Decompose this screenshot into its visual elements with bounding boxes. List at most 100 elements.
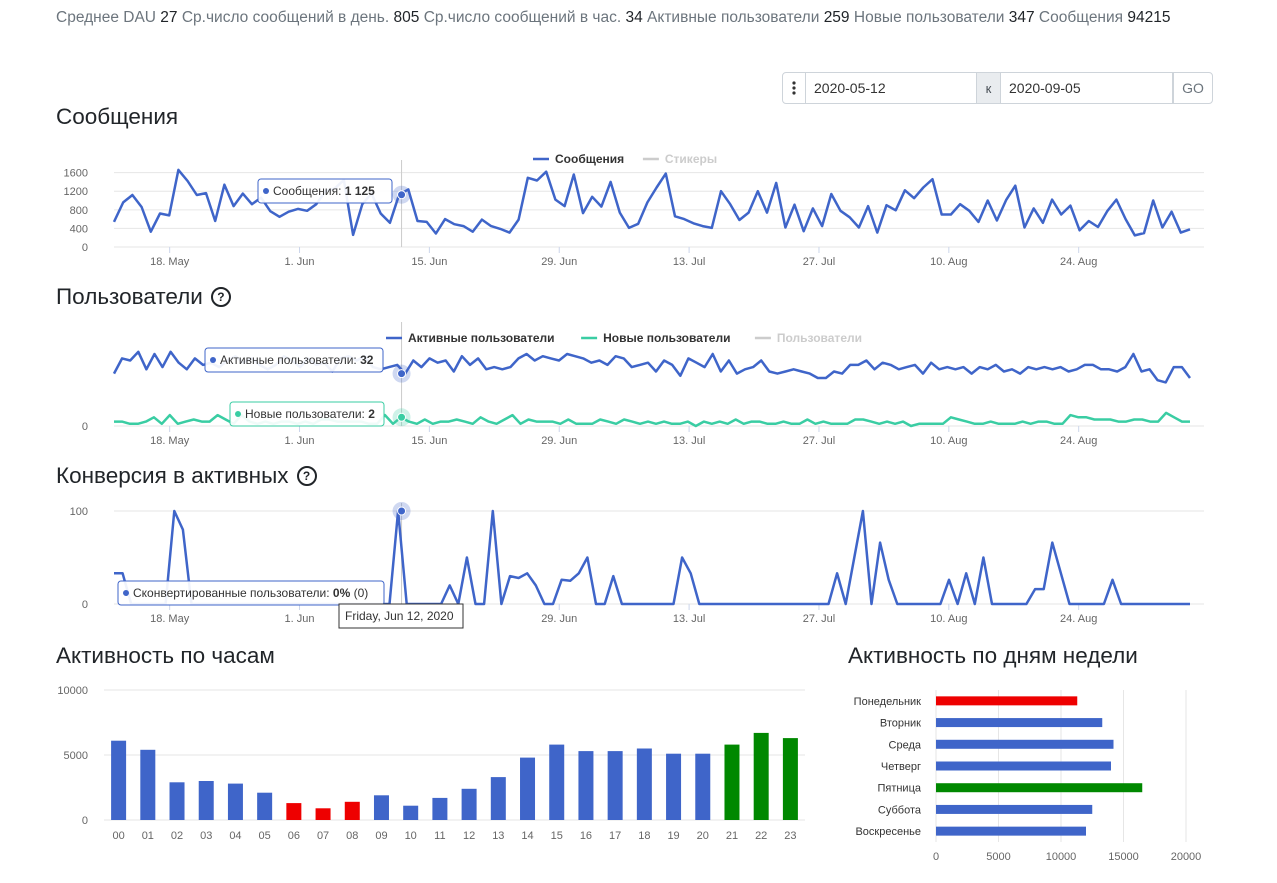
weekday-bar [936, 718, 1103, 728]
tooltip-box [229, 401, 385, 427]
x-tick-label: 14 [521, 830, 533, 842]
y-tick-label: 0 [82, 599, 88, 611]
tooltip-extra: (0) [350, 586, 368, 600]
y-tick-label: 5000 [64, 750, 88, 762]
y-tick-label: 1200 [64, 186, 88, 198]
x-tick-label: 00 [112, 830, 124, 842]
y-tick-label: Воскресенье [855, 826, 921, 838]
y-tick-label: 0 [82, 421, 88, 433]
x-tick-label: 15. Jun [411, 256, 447, 268]
legend-item: Стикеры [665, 152, 717, 166]
date-to-input[interactable]: 2020-09-05 [1001, 72, 1173, 104]
tooltip-box [117, 580, 385, 606]
x-tick-label: 18 [638, 830, 650, 842]
x-tick-label: 24. Aug [1060, 256, 1097, 268]
tooltip-text: Активные пользователи: 32 [220, 353, 374, 367]
x-tick-label: 23 [784, 830, 796, 842]
hour-bar [636, 748, 652, 820]
x-tick-label: 05 [259, 830, 271, 842]
x-tick-label: 06 [288, 830, 300, 842]
hour-bar [578, 751, 594, 820]
tooltip-value: 2 [368, 407, 375, 421]
date-from-input[interactable]: 2020-05-12 [806, 72, 977, 104]
hour-bar [227, 783, 243, 820]
y-tick-label: 1600 [64, 168, 88, 180]
x-tick-label: 1. Jun [285, 613, 315, 625]
tooltip-text: Сконвертированные пользователи: 0% (0) [133, 586, 368, 600]
x-tick-label: 13. Jul [673, 435, 705, 447]
tooltip-value: 32 [360, 353, 374, 367]
weekday-bar [936, 783, 1143, 793]
hour-bar [257, 792, 273, 820]
x-tick-label: 22 [755, 830, 767, 842]
menu-dots-button[interactable] [782, 72, 806, 104]
weekday-bar [936, 739, 1114, 749]
tooltip-value: 1 125 [345, 184, 375, 198]
x-tick-label: 27. Jul [803, 613, 835, 625]
x-tick-label: 01 [142, 830, 154, 842]
x-tick-label: 21 [726, 830, 738, 842]
tooltip-dot [235, 411, 241, 417]
weekday-bar [936, 804, 1093, 814]
weekday-bar [936, 826, 1086, 836]
hour-bar [520, 757, 536, 820]
stats-summary: Среднее DAU 27 Ср.число сообщений в день… [56, 6, 1226, 30]
weekday-bar [936, 761, 1111, 771]
conversion-title: Конверсия в активных? [56, 463, 317, 489]
hour-bar [461, 788, 477, 820]
x-tick-label: 17 [609, 830, 621, 842]
x-tick-label: 18. May [150, 256, 190, 268]
x-tick-label: 24. Aug [1060, 435, 1097, 447]
x-tick-label: 27. Jul [803, 435, 835, 447]
help-icon[interactable]: ? [296, 466, 317, 486]
x-tick-label: 07 [317, 830, 329, 842]
x-tick-label: 29. Jun [541, 613, 577, 625]
x-tick-label: 15 [551, 830, 563, 842]
hour-bar [315, 808, 331, 820]
date-tooltip-text: Friday, Jun 12, 2020 [345, 609, 454, 623]
hour-bar [111, 740, 127, 820]
y-tick-label: 10000 [57, 685, 88, 697]
tooltip-dot [123, 590, 129, 596]
hour-bar [490, 777, 506, 820]
tooltip-dot [210, 357, 216, 363]
x-tick-label: 08 [346, 830, 358, 842]
weekdays-title: Активность по дням недели [848, 643, 1138, 668]
go-button[interactable]: GO [1173, 72, 1213, 104]
y-tick-label: 400 [70, 223, 88, 235]
x-tick-label: 13. Jul [673, 256, 705, 268]
x-tick-label: 09 [375, 830, 387, 842]
x-tick-label: 10. Aug [930, 435, 967, 447]
date-tooltip-box [338, 603, 464, 629]
tooltip-text: Новые пользователи: 2 [245, 407, 375, 421]
y-tick-label: Пятница [877, 783, 921, 795]
x-tick-label: 19 [667, 830, 679, 842]
y-tick-label: Среда [889, 739, 922, 751]
y-tick-label: Понедельник [854, 696, 922, 708]
x-tick-label: 10 [405, 830, 417, 842]
hover-marker [397, 506, 407, 516]
help-icon[interactable]: ? [210, 287, 231, 307]
y-tick-label: Суббота [878, 804, 922, 816]
x-tick-label: 10. Aug [930, 613, 967, 625]
legend-item: Пользователи [777, 331, 862, 345]
x-tick-label: 13. Jul [673, 613, 705, 625]
x-tick-label: 27. Jul [803, 256, 835, 268]
hover-marker [397, 412, 407, 422]
stat-dau-value: 27 [160, 9, 178, 26]
hour-bar [286, 803, 302, 820]
x-tick-label: 1. Jun [285, 435, 315, 447]
date-range-picker: 2020-05-12 к 2020-09-05 GO [782, 72, 1213, 104]
legend-item: Сообщения [555, 152, 624, 166]
x-tick-label: 12 [463, 830, 475, 842]
x-tick-label: 11 [434, 830, 445, 842]
hour-bar [373, 795, 389, 820]
x-tick-label: 0 [933, 851, 939, 863]
x-tick-label: 15. Jun [411, 435, 447, 447]
stat-msg-day-value: 805 [393, 9, 420, 26]
x-tick-label: 5000 [986, 851, 1010, 863]
hour-bar [666, 753, 682, 820]
hour-bar [403, 805, 419, 820]
tooltip-text: Сообщения: 1 125 [273, 184, 375, 198]
